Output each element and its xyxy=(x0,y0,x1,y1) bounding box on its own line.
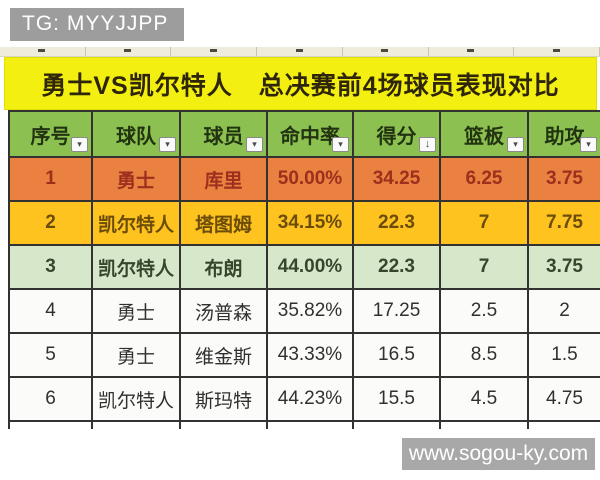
header-cell-index[interactable]: 序号 ▾ xyxy=(10,110,93,158)
cell-player[interactable]: 斯玛特 xyxy=(181,378,268,422)
cell-player[interactable]: 塔图姆 xyxy=(181,202,268,246)
header-cell-fg-pct[interactable]: 命中率 ▾ xyxy=(268,110,354,158)
cell-fg-pct[interactable]: 35.82% xyxy=(268,290,354,334)
cell-points[interactable]: 17.25 xyxy=(354,290,441,334)
cell-player[interactable]: 库里 xyxy=(181,158,268,202)
filter-dropdown-icon[interactable]: ▾ xyxy=(246,137,263,152)
cell-index[interactable]: 6 xyxy=(10,378,93,422)
cell-fg-pct[interactable]: 44.00% xyxy=(268,246,354,290)
cell-rebounds[interactable]: 4.5 xyxy=(441,378,529,422)
sort-descending-icon[interactable]: ↓ xyxy=(419,137,436,152)
cell-team[interactable]: 勇士 xyxy=(93,158,181,202)
title-banner: 勇士VS凯尔特人 总决赛前4场球员表现对比 xyxy=(4,57,597,110)
table-header-row: 序号 ▾ 球队 ▾ 球员 ▾ 命中率 ▾ 得分 ↓ 篮板 ▾ xyxy=(8,110,600,158)
page-title: 勇士VS凯尔特人 总决赛前4场球员表现对比 xyxy=(41,71,560,100)
column-letters-strip xyxy=(0,47,600,57)
cell-rebounds[interactable]: 6.25 xyxy=(441,158,529,202)
cell-fg-pct[interactable]: 44.23% xyxy=(268,378,354,422)
cell-rebounds[interactable]: 2.5 xyxy=(441,290,529,334)
filter-dropdown-icon[interactable]: ▾ xyxy=(332,137,349,152)
cell-assists[interactable]: 3.75 xyxy=(529,246,600,290)
filter-dropdown-icon[interactable]: ▾ xyxy=(507,137,524,152)
cell-team[interactable]: 勇士 xyxy=(93,334,181,378)
table-row: 3 凯尔特人 布朗 44.00% 22.3 7 3.75 xyxy=(8,246,600,290)
cell-index[interactable]: 5 xyxy=(10,334,93,378)
cell-index[interactable]: 3 xyxy=(10,246,93,290)
table-row: 1 勇士 库里 50.00% 34.25 6.25 3.75 xyxy=(8,158,600,202)
header-cell-team[interactable]: 球队 ▾ xyxy=(93,110,181,158)
table-row: 6 凯尔特人 斯玛特 44.23% 15.5 4.5 4.75 xyxy=(8,378,600,422)
filter-dropdown-icon[interactable]: ▾ xyxy=(580,137,597,152)
telegram-badge-text: TG: MYYJJPP xyxy=(22,11,169,35)
table-row: 2 凯尔特人 塔图姆 34.15% 22.3 7 7.75 xyxy=(8,202,600,246)
cell-assists[interactable]: 4.75 xyxy=(529,378,600,422)
cell-assists[interactable]: 1.5 xyxy=(529,334,600,378)
cell-fg-pct[interactable]: 34.15% xyxy=(268,202,354,246)
cell-fg-pct[interactable]: 50.00% xyxy=(268,158,354,202)
table-row: 5 勇士 维金斯 43.33% 16.5 8.5 1.5 xyxy=(8,334,600,378)
header-cell-points[interactable]: 得分 ↓ xyxy=(354,110,441,158)
cell-points[interactable]: 34.25 xyxy=(354,158,441,202)
telegram-badge: TG: MYYJJPP xyxy=(10,8,185,41)
column-strip-cell xyxy=(343,47,429,56)
watermark-url: www.sogou-ky.com xyxy=(408,442,589,465)
cell-points[interactable]: 15.5 xyxy=(354,378,441,422)
cell-rebounds[interactable]: 7 xyxy=(441,246,529,290)
cell-index[interactable]: 2 xyxy=(10,202,93,246)
cell-rebounds[interactable]: 8.5 xyxy=(441,334,529,378)
cell-team[interactable]: 勇士 xyxy=(93,290,181,334)
cell-player[interactable]: 汤普森 xyxy=(181,290,268,334)
cell-index[interactable]: 1 xyxy=(10,158,93,202)
column-strip-cell xyxy=(514,47,600,56)
header-cell-assists[interactable]: 助攻 ▾ xyxy=(529,110,600,158)
column-strip-cell xyxy=(171,47,258,56)
cell-assists[interactable]: 3.75 xyxy=(529,158,600,202)
cell-team[interactable]: 凯尔特人 xyxy=(93,378,181,422)
cell-player[interactable]: 维金斯 xyxy=(181,334,268,378)
cell-team[interactable]: 凯尔特人 xyxy=(93,246,181,290)
stats-table: 序号 ▾ 球队 ▾ 球员 ▾ 命中率 ▾ 得分 ↓ 篮板 ▾ xyxy=(8,110,600,422)
column-strip-cell xyxy=(0,47,86,56)
table-row: 4 勇士 汤普森 35.82% 17.25 2.5 2 xyxy=(8,290,600,334)
header-cell-player[interactable]: 球员 ▾ xyxy=(181,110,268,158)
cell-points[interactable]: 22.3 xyxy=(354,246,441,290)
cell-points[interactable]: 22.3 xyxy=(354,202,441,246)
column-strip-cell xyxy=(257,47,343,56)
cell-fg-pct[interactable]: 43.33% xyxy=(268,334,354,378)
cell-index[interactable]: 4 xyxy=(10,290,93,334)
header-cell-rebounds[interactable]: 篮板 ▾ xyxy=(441,110,529,158)
cell-points[interactable]: 16.5 xyxy=(354,334,441,378)
column-strip-cell xyxy=(86,47,172,56)
watermark-badge: www.sogou-ky.com xyxy=(402,438,595,470)
cell-rebounds[interactable]: 7 xyxy=(441,202,529,246)
column-strip-cell xyxy=(429,47,515,56)
cell-player[interactable]: 布朗 xyxy=(181,246,268,290)
filter-dropdown-icon[interactable]: ▾ xyxy=(71,137,88,152)
partial-next-row xyxy=(8,422,600,429)
cell-assists[interactable]: 2 xyxy=(529,290,600,334)
cell-assists[interactable]: 7.75 xyxy=(529,202,600,246)
filter-dropdown-icon[interactable]: ▾ xyxy=(159,137,176,152)
cell-team[interactable]: 凯尔特人 xyxy=(93,202,181,246)
